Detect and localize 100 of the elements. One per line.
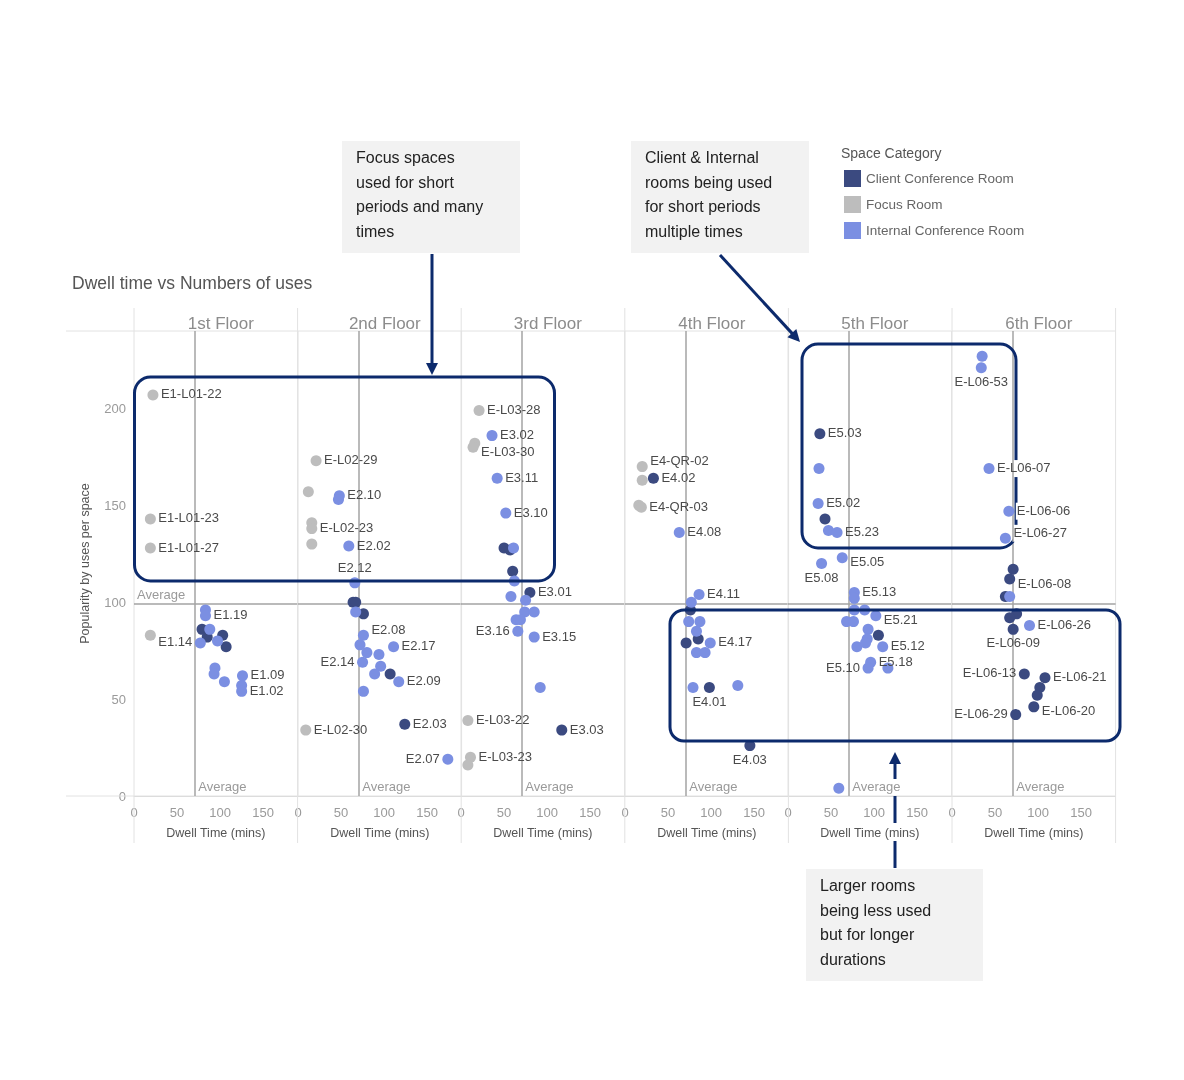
point bbox=[147, 389, 159, 401]
callout-box: Focus spaces used for short periods and many times bbox=[342, 141, 520, 253]
y-tick-label: 100 bbox=[104, 594, 126, 610]
annotation: E3.01 bbox=[538, 584, 573, 600]
annotation: E2.12 bbox=[337, 559, 372, 575]
point bbox=[354, 639, 366, 651]
point bbox=[505, 590, 517, 602]
annotation: E5.10 bbox=[826, 659, 861, 675]
annotation: E1-L01-27 bbox=[158, 539, 220, 555]
x-axis-title: Dwell Time (mins) bbox=[166, 825, 266, 840]
annotation: E-L03-28 bbox=[487, 401, 541, 417]
point bbox=[862, 662, 874, 674]
annotation: E-L06-26 bbox=[1037, 617, 1091, 632]
point bbox=[816, 558, 828, 569]
annotation: E-L06-07 bbox=[997, 460, 1051, 476]
y-tick-label: 150 bbox=[104, 497, 126, 513]
point bbox=[694, 616, 706, 628]
annotation: E4-QR-02 bbox=[650, 453, 709, 469]
annotation: E-L06-06 bbox=[1016, 502, 1071, 518]
chart-title: 2nd Floor bbox=[348, 314, 421, 333]
annotation: E2.08 bbox=[371, 621, 406, 637]
ref-line-label: Average bbox=[689, 779, 738, 794]
y-tick-label: 50 bbox=[111, 691, 126, 707]
annotation: E4.03 bbox=[732, 751, 767, 767]
x-tick-label: 150 bbox=[743, 805, 765, 820]
point bbox=[837, 552, 849, 564]
point bbox=[508, 542, 520, 554]
annotation: E-L02-30 bbox=[313, 721, 367, 737]
annotation: E5.13 bbox=[862, 584, 897, 600]
point bbox=[204, 623, 216, 635]
annotation: E-L06-53 bbox=[954, 373, 1009, 389]
point bbox=[305, 538, 317, 550]
point bbox=[473, 404, 485, 416]
point bbox=[823, 525, 835, 537]
point bbox=[384, 668, 396, 680]
annotation: E5.12 bbox=[891, 638, 926, 654]
point bbox=[683, 616, 695, 628]
annotation: E5.21 bbox=[884, 612, 919, 628]
x-tick-label: 100 bbox=[372, 805, 395, 820]
point bbox=[302, 486, 314, 498]
annotation: E3.16 bbox=[476, 622, 511, 638]
point bbox=[1007, 563, 1019, 575]
x-axis-title: Dwell Time (mins) bbox=[820, 825, 920, 840]
y-tick-label: 200 bbox=[104, 401, 126, 416]
x-tick-label: 150 bbox=[1070, 805, 1093, 820]
x-tick-label: 150 bbox=[579, 805, 602, 820]
point bbox=[491, 472, 503, 484]
point bbox=[220, 641, 232, 653]
x-axis-title: Dwell Time (mins) bbox=[493, 825, 593, 840]
annotation: E2.10 bbox=[346, 487, 381, 503]
point bbox=[144, 513, 156, 525]
point bbox=[528, 606, 540, 618]
x-axis-title: Dwell Time (mins) bbox=[656, 825, 757, 840]
point bbox=[528, 631, 540, 643]
annotation: E3.03 bbox=[569, 721, 604, 737]
annotation: E5.23 bbox=[845, 524, 880, 539]
annotation: E3.02 bbox=[500, 427, 535, 443]
point bbox=[368, 668, 380, 680]
x-tick-label: 0 bbox=[457, 805, 465, 820]
point bbox=[1003, 505, 1015, 517]
point bbox=[1039, 672, 1051, 684]
point bbox=[356, 656, 368, 668]
point bbox=[983, 463, 995, 475]
annotation: E3.15 bbox=[542, 628, 577, 644]
point bbox=[1024, 620, 1035, 631]
ref-line-label: Average bbox=[198, 779, 247, 794]
annotation: E2.07 bbox=[405, 750, 440, 766]
annotation: E4.17 bbox=[718, 634, 753, 650]
point bbox=[703, 682, 715, 693]
annotation: E3.10 bbox=[513, 504, 548, 520]
point bbox=[813, 463, 825, 475]
point bbox=[360, 647, 372, 659]
annotation: E5.05 bbox=[850, 554, 885, 570]
point bbox=[500, 507, 512, 519]
x-tick-label: 50 bbox=[660, 805, 676, 820]
point bbox=[699, 647, 711, 659]
x-tick-label: 50 bbox=[497, 805, 512, 820]
legend-label: Focus Room bbox=[866, 197, 943, 212]
x-tick-label: 100 bbox=[209, 805, 231, 820]
chart-title: 1st Floor bbox=[187, 314, 255, 333]
x-tick-label: 50 bbox=[169, 805, 185, 820]
x-tick-label: 100 bbox=[1027, 805, 1049, 820]
annotation: E3.11 bbox=[505, 469, 539, 485]
x-tick-label: 150 bbox=[906, 805, 929, 820]
annotation: E1.14 bbox=[158, 634, 193, 650]
x-tick-label: 150 bbox=[252, 805, 275, 820]
annotation: E5.03 bbox=[828, 425, 863, 441]
x-tick-label: 0 bbox=[784, 805, 793, 820]
annotation: E-L06-08 bbox=[1017, 575, 1072, 591]
point bbox=[975, 362, 987, 374]
annotation: E1.19 bbox=[213, 607, 248, 623]
point bbox=[520, 594, 532, 606]
ref-line-label: Average bbox=[852, 779, 901, 794]
x-tick-label: 50 bbox=[333, 805, 348, 820]
point bbox=[556, 724, 568, 736]
point bbox=[862, 623, 874, 635]
point bbox=[732, 680, 744, 692]
point bbox=[237, 670, 248, 682]
annotation: E-L06-13 bbox=[962, 665, 1017, 681]
annotation: E2.17 bbox=[401, 638, 436, 654]
